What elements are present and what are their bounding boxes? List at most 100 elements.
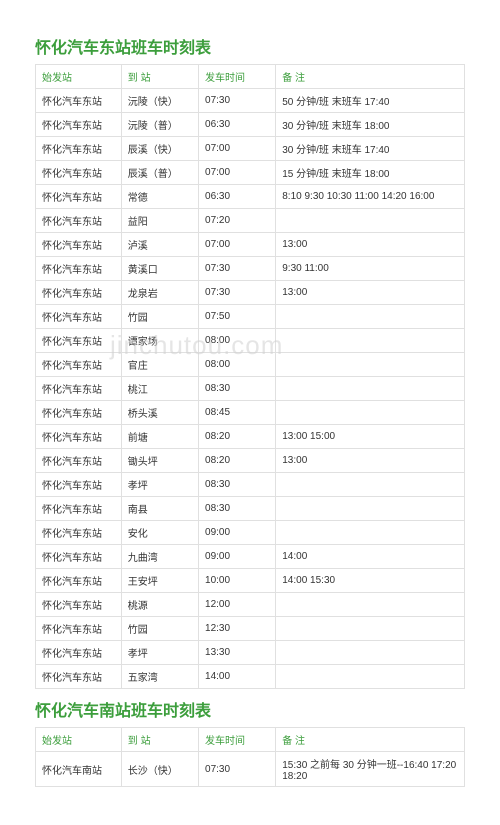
- table-cell: 怀化汽车东站: [36, 617, 122, 641]
- table-row: 怀化汽车东站泸溪07:0013:00: [36, 233, 465, 257]
- table-cell: 13:00: [276, 233, 465, 257]
- table-cell: 怀化汽车东站: [36, 233, 122, 257]
- table-row: 怀化汽车东站锄头坪08:2013:00: [36, 449, 465, 473]
- table-cell: 13:00: [276, 281, 465, 305]
- table-cell: 07:30: [199, 281, 276, 305]
- table-row: 怀化汽车东站官庄08:00: [36, 353, 465, 377]
- table-cell: 五家湾: [121, 665, 198, 689]
- table-row: 怀化汽车东站常德06:308:10 9:30 10:30 11:00 14:20…: [36, 185, 465, 209]
- table-cell: 怀化汽车南站: [36, 752, 122, 787]
- table-cell: 07:00: [199, 137, 276, 161]
- table-cell: 14:00: [199, 665, 276, 689]
- table-cell: 10:00: [199, 569, 276, 593]
- table-cell: [276, 473, 465, 497]
- table-cell: [276, 353, 465, 377]
- table-cell: 13:30: [199, 641, 276, 665]
- table-cell: 泸溪: [121, 233, 198, 257]
- header-destination: 到 站: [121, 728, 198, 752]
- table-cell: 安化: [121, 521, 198, 545]
- table-cell: 08:30: [199, 473, 276, 497]
- header-departure: 发车时间: [199, 728, 276, 752]
- table-cell: 官庄: [121, 353, 198, 377]
- table-cell: 怀化汽车东站: [36, 377, 122, 401]
- table-cell: 怀化汽车东站: [36, 281, 122, 305]
- table-cell: 怀化汽车东站: [36, 257, 122, 281]
- table-cell: 沅陵（普）: [121, 113, 198, 137]
- table-cell: 怀化汽车东站: [36, 425, 122, 449]
- table-row: 怀化汽车东站沅陵（普）06:3030 分钟/班 末班车 18:00: [36, 113, 465, 137]
- table-cell: 怀化汽车东站: [36, 137, 122, 161]
- table-cell: 30 分钟/班 末班车 17:40: [276, 137, 465, 161]
- table-row: 怀化汽车东站孝坪13:30: [36, 641, 465, 665]
- table-row: 怀化汽车东站王安坪10:0014:00 15:30: [36, 569, 465, 593]
- header-origin: 始发站: [36, 728, 122, 752]
- table-cell: 07:30: [199, 257, 276, 281]
- table-cell: 07:00: [199, 233, 276, 257]
- table-cell: 怀化汽车东站: [36, 305, 122, 329]
- table-cell: 12:30: [199, 617, 276, 641]
- header-notes: 备 注: [276, 728, 465, 752]
- table-cell: [276, 329, 465, 353]
- header-departure: 发车时间: [199, 65, 276, 89]
- table-row: 怀化汽车东站桃江08:30: [36, 377, 465, 401]
- table-cell: [276, 593, 465, 617]
- table-cell: 谭家场: [121, 329, 198, 353]
- table-row: 怀化汽车东站孝坪08:30: [36, 473, 465, 497]
- table-cell: 辰溪（快）: [121, 137, 198, 161]
- table-cell: 长沙（快）: [121, 752, 198, 787]
- table-cell: 07:30: [199, 89, 276, 113]
- table-cell: 07:20: [199, 209, 276, 233]
- table-cell: 龙泉岩: [121, 281, 198, 305]
- table-cell: 前塘: [121, 425, 198, 449]
- schedule-table-2: 始发站 到 站 发车时间 备 注 怀化汽车南站长沙（快）07:3015:30 之…: [35, 727, 465, 787]
- header-notes: 备 注: [276, 65, 465, 89]
- table-cell: 07:00: [199, 161, 276, 185]
- table-cell: 14:00 15:30: [276, 569, 465, 593]
- table-cell: 08:30: [199, 377, 276, 401]
- table-cell: 黄溪口: [121, 257, 198, 281]
- table-cell: 怀化汽车东站: [36, 449, 122, 473]
- table-cell: 怀化汽车东站: [36, 473, 122, 497]
- table-cell: 08:20: [199, 449, 276, 473]
- table-cell: [276, 377, 465, 401]
- table-cell: 08:00: [199, 329, 276, 353]
- table-row: 怀化汽车东站龙泉岩07:3013:00: [36, 281, 465, 305]
- table-cell: 08:30: [199, 497, 276, 521]
- table-cell: 怀化汽车东站: [36, 521, 122, 545]
- table-row: 怀化汽车东站安化09:00: [36, 521, 465, 545]
- table-cell: 辰溪（普）: [121, 161, 198, 185]
- table-cell: [276, 665, 465, 689]
- table-row: 怀化汽车东站黄溪口07:309:30 11:00: [36, 257, 465, 281]
- table-cell: 锄头坪: [121, 449, 198, 473]
- table-cell: 怀化汽车东站: [36, 89, 122, 113]
- table-cell: [276, 497, 465, 521]
- table-cell: 08:00: [199, 353, 276, 377]
- table-cell: [276, 305, 465, 329]
- table-section-2: 怀化汽车南站班车时刻表 始发站 到 站 发车时间 备 注 怀化汽车南站长沙（快）…: [35, 697, 465, 787]
- table-cell: 15:30 之前每 30 分钟一班--16:40 17:20 18:20: [276, 752, 465, 787]
- table-cell: 15 分钟/班 末班车 18:00: [276, 161, 465, 185]
- table-row: 怀化汽车南站长沙（快）07:3015:30 之前每 30 分钟一班--16:40…: [36, 752, 465, 787]
- table-row: 怀化汽车东站益阳07:20: [36, 209, 465, 233]
- table-cell: 竹园: [121, 617, 198, 641]
- table-row: 怀化汽车东站竹园07:50: [36, 305, 465, 329]
- table-row: 怀化汽车东站南县08:30: [36, 497, 465, 521]
- table-cell: 13:00: [276, 449, 465, 473]
- table-cell: 怀化汽车东站: [36, 329, 122, 353]
- table-cell: 09:00: [199, 521, 276, 545]
- table-cell: 08:20: [199, 425, 276, 449]
- table-cell: 06:30: [199, 185, 276, 209]
- table-cell: 桃江: [121, 377, 198, 401]
- table-cell: 13:00 15:00: [276, 425, 465, 449]
- header-destination: 到 站: [121, 65, 198, 89]
- table-cell: 14:00: [276, 545, 465, 569]
- table-cell: 桥头溪: [121, 401, 198, 425]
- table-cell: [276, 521, 465, 545]
- table-cell: 怀化汽车东站: [36, 401, 122, 425]
- table-row: 怀化汽车东站五家湾14:00: [36, 665, 465, 689]
- table-row: 怀化汽车东站竹园12:30: [36, 617, 465, 641]
- table-title-2: 怀化汽车南站班车时刻表: [35, 697, 465, 721]
- table-cell: 08:45: [199, 401, 276, 425]
- table-cell: 九曲湾: [121, 545, 198, 569]
- table-cell: 怀化汽车东站: [36, 161, 122, 185]
